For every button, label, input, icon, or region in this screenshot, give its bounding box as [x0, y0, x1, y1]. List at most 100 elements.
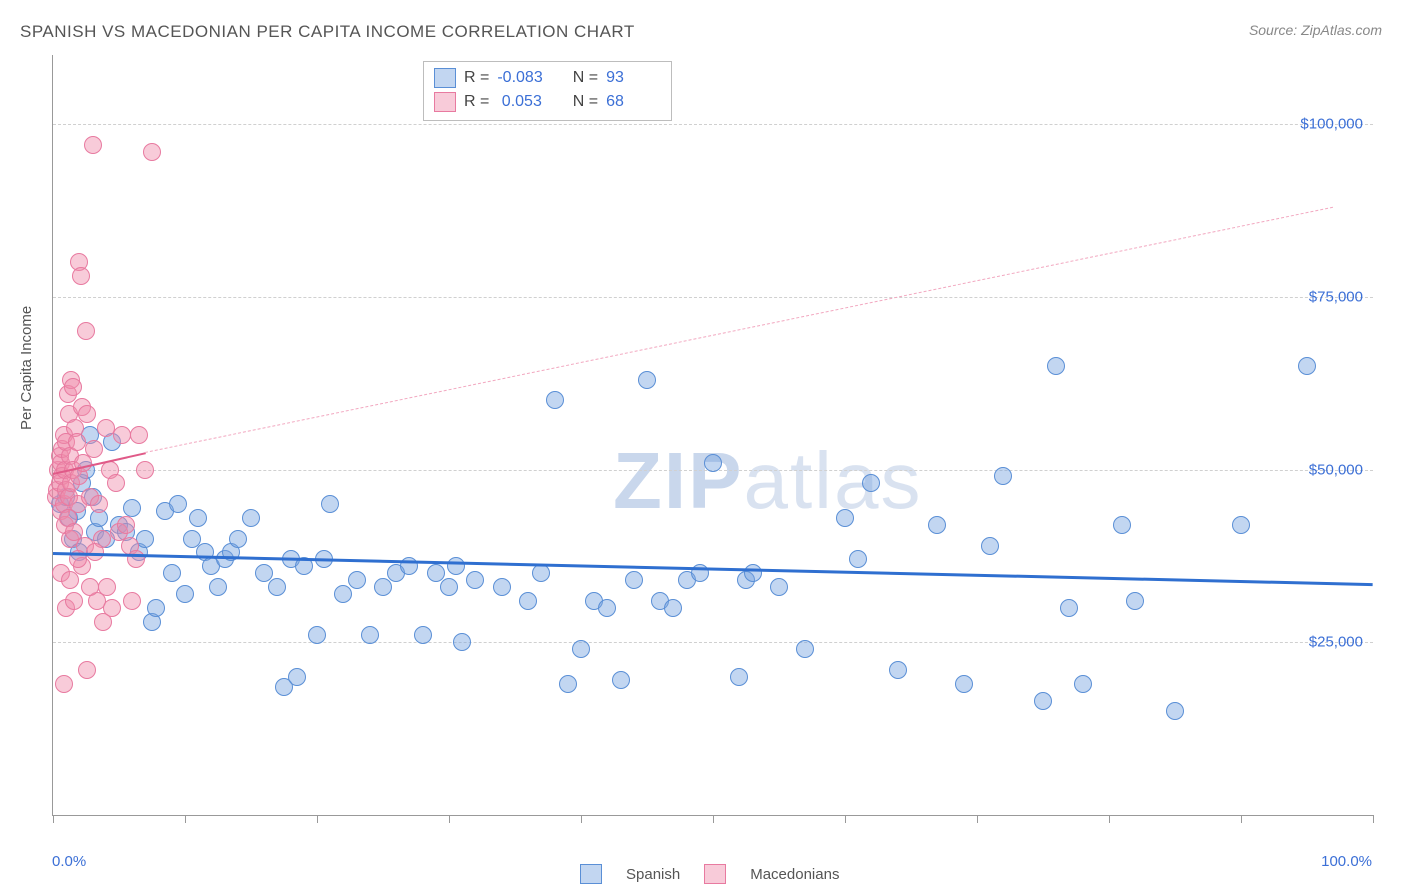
data-point [84, 136, 102, 154]
data-point [77, 322, 95, 340]
data-point [1060, 599, 1078, 617]
data-point [1298, 357, 1316, 375]
data-point [189, 509, 207, 527]
data-point [85, 440, 103, 458]
source-label: Source: ZipAtlas.com [1249, 22, 1382, 38]
data-point [107, 474, 125, 492]
gridline [53, 642, 1373, 643]
data-point [123, 499, 141, 517]
data-point [1166, 702, 1184, 720]
x-tick [713, 815, 714, 823]
data-point [169, 495, 187, 513]
stats-box: R = -0.083 N = 93 R = 0.053 N = 68 [423, 61, 672, 121]
data-point [65, 592, 83, 610]
data-point [638, 371, 656, 389]
x-tick [449, 815, 450, 823]
data-point [81, 578, 99, 596]
data-point [981, 537, 999, 555]
data-point [348, 571, 366, 589]
trend-line [145, 207, 1333, 453]
x-tick [185, 815, 186, 823]
stats-row-spanish: R = -0.083 N = 93 [434, 66, 661, 90]
x-axis-left-label: 0.0% [52, 853, 86, 870]
data-point [704, 454, 722, 472]
r-value-macedonian: 0.053 [502, 93, 542, 110]
data-point [559, 675, 577, 693]
data-point [625, 571, 643, 589]
data-point [209, 578, 227, 596]
n-value-spanish: 93 [606, 66, 661, 90]
data-point [612, 671, 630, 689]
data-point [163, 564, 181, 582]
data-point [78, 661, 96, 679]
data-point [361, 626, 379, 644]
chart-container: SPANISH VS MACEDONIAN PER CAPITA INCOME … [0, 0, 1406, 892]
x-tick [1241, 815, 1242, 823]
data-point [664, 599, 682, 617]
data-point [143, 143, 161, 161]
legend-label-macedonian: Macedonians [750, 866, 839, 883]
legend-bottom: Spanish Macedonians [580, 864, 839, 884]
data-point [1074, 675, 1092, 693]
stats-row-macedonian: R = 0.053 N = 68 [434, 90, 661, 114]
data-point [90, 495, 108, 513]
swatch-macedonian [434, 92, 456, 112]
data-point [466, 571, 484, 589]
data-point [136, 461, 154, 479]
data-point [117, 516, 135, 534]
x-tick [581, 815, 582, 823]
legend-label-spanish: Spanish [626, 866, 680, 883]
data-point [113, 426, 131, 444]
gridline [53, 124, 1373, 125]
data-point [68, 433, 86, 451]
plot-area: ZIPatlas R = -0.083 N = 93 R = 0.053 N =… [52, 55, 1373, 816]
data-point [321, 495, 339, 513]
x-tick [53, 815, 54, 823]
data-point [414, 626, 432, 644]
y-axis-title: Per Capita Income [18, 306, 35, 430]
data-point [955, 675, 973, 693]
data-point [849, 550, 867, 568]
legend-swatch-macedonian [704, 864, 726, 884]
data-point [453, 633, 471, 651]
chart-title: SPANISH VS MACEDONIAN PER CAPITA INCOME … [20, 22, 635, 42]
swatch-spanish [434, 68, 456, 88]
data-point [889, 661, 907, 679]
data-point [147, 599, 165, 617]
data-point [447, 557, 465, 575]
data-point [994, 467, 1012, 485]
data-point [519, 592, 537, 610]
x-axis-right-label: 100.0% [1321, 853, 1372, 870]
data-point [1047, 357, 1065, 375]
data-point [1232, 516, 1250, 534]
data-point [288, 668, 306, 686]
data-point [1126, 592, 1144, 610]
data-point [308, 626, 326, 644]
data-point [98, 578, 116, 596]
data-point [836, 509, 854, 527]
data-point [64, 378, 82, 396]
data-point [546, 391, 564, 409]
data-point [55, 675, 73, 693]
data-point [1113, 516, 1131, 534]
x-tick [977, 815, 978, 823]
y-tick-label: $25,000 [1309, 634, 1363, 651]
data-point [862, 474, 880, 492]
x-tick [845, 815, 846, 823]
data-point [796, 640, 814, 658]
data-point [493, 578, 511, 596]
data-point [136, 530, 154, 548]
gridline [53, 297, 1373, 298]
data-point [730, 668, 748, 686]
legend-swatch-spanish [580, 864, 602, 884]
data-point [770, 578, 788, 596]
data-point [374, 578, 392, 596]
y-tick-label: $50,000 [1309, 461, 1363, 478]
data-point [72, 267, 90, 285]
trend-line [53, 552, 1373, 586]
data-point [94, 613, 112, 631]
y-tick-label: $100,000 [1300, 116, 1363, 133]
data-point [598, 599, 616, 617]
data-point [176, 585, 194, 603]
data-point [334, 585, 352, 603]
